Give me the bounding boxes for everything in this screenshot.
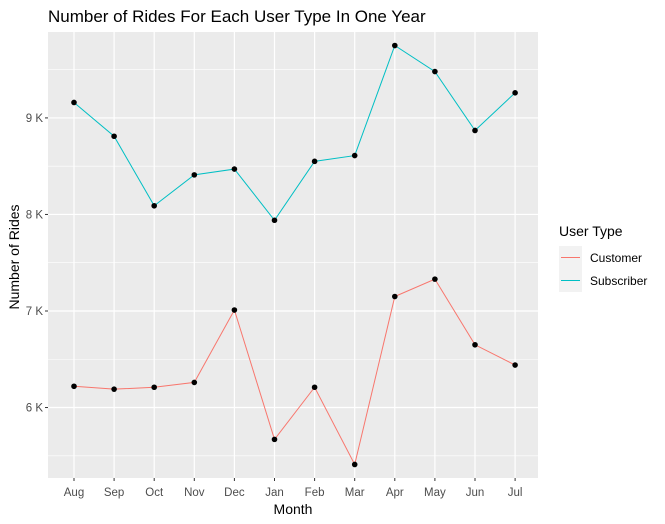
data-point-subscriber <box>311 158 318 165</box>
x-tick-label: Mar <box>345 487 365 499</box>
legend-title: User Type <box>559 223 623 239</box>
data-point-customer <box>151 384 157 391</box>
data-point-customer <box>351 461 358 468</box>
x-axis-title: Month <box>274 501 313 517</box>
x-tick-label: Jun <box>466 487 485 499</box>
data-point-subscriber <box>231 166 238 172</box>
data-point-subscriber <box>151 202 157 209</box>
y-tick-label: 8 K <box>26 209 44 221</box>
x-tick-label: Apr <box>386 487 404 499</box>
series-line-subscriber <box>73 44 516 222</box>
data-point-customer <box>111 386 117 392</box>
data-point-subscriber <box>111 133 117 140</box>
x-tick-label: Dec <box>224 487 245 499</box>
x-tick-label: Feb <box>305 487 325 499</box>
data-point-subscriber <box>512 90 518 96</box>
data-point-customer <box>71 383 77 390</box>
data-point-subscriber <box>71 99 77 106</box>
y-axis: 6 K 7 K 8 K 9 K <box>26 113 48 415</box>
y-tick-label: 9 K <box>26 113 44 125</box>
legend-label-subscriber: Subscriber <box>590 274 647 288</box>
legend: User Type Customer Subscriber <box>559 223 647 292</box>
x-tick-label: Nov <box>184 487 205 499</box>
data-point-customer <box>191 379 198 386</box>
data-point-customer <box>311 384 318 391</box>
data-point-subscriber <box>351 152 358 159</box>
minor-gridlines <box>48 69 538 457</box>
legend-label-customer: Customer <box>590 251 642 265</box>
x-tick-label: Sep <box>104 487 124 499</box>
data-point-subscriber <box>432 68 438 75</box>
data-point-customer <box>512 362 518 368</box>
x-tick-label: Jul <box>508 487 523 499</box>
data-point-customer <box>231 307 238 313</box>
data-point-customer <box>271 436 278 443</box>
series-lines <box>73 44 516 466</box>
x-axis: Aug Sep Oct Nov Dec Jan Feb Mar Apr May Jun Jul <box>64 478 523 499</box>
x-tick-label: Aug <box>64 487 84 499</box>
data-point-subscriber <box>191 172 198 178</box>
data-point-subscriber <box>392 42 398 49</box>
data-point-customer <box>472 341 478 348</box>
chart-title: Number of Rides For Each User Type In On… <box>48 7 426 26</box>
y-tick-label: 6 K <box>26 403 44 415</box>
x-tick-label: Oct <box>145 487 164 499</box>
major-gridlines <box>48 32 538 478</box>
y-tick-label: 7 K <box>26 306 44 318</box>
data-point-subscriber <box>472 127 478 134</box>
data-point-customer <box>432 276 438 282</box>
x-tick-label: Jan <box>265 487 284 499</box>
y-axis-title: Number of Rides <box>6 204 22 309</box>
x-tick-label: May <box>424 487 446 499</box>
data-point-customer <box>392 293 398 300</box>
series-points <box>71 42 518 468</box>
series-line-customer <box>73 278 516 466</box>
plot-panel <box>48 32 538 478</box>
data-point-subscriber <box>271 217 278 224</box>
